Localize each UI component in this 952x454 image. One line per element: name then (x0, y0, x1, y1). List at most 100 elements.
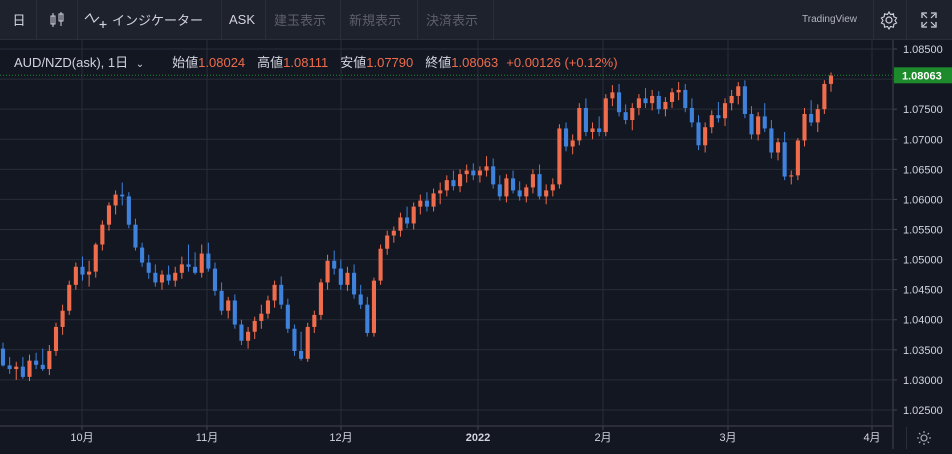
candle-body (802, 113, 807, 141)
candles-layer (0, 72, 834, 382)
candle-body (332, 260, 337, 269)
candle (106, 202, 112, 231)
candle (318, 278, 324, 320)
settlement-button[interactable]: 決済表示 (426, 0, 486, 39)
candle (133, 218, 138, 251)
candle (683, 83, 688, 113)
candle-body (120, 194, 125, 197)
chevron-down-icon: ⌄ (135, 59, 145, 70)
candle (159, 270, 165, 290)
x-tick-label: 2月 (594, 432, 611, 444)
candle (590, 122, 595, 140)
candle-body (510, 178, 516, 191)
candle (570, 134, 575, 155)
candle-body (0, 348, 6, 366)
candle-body (246, 331, 251, 341)
y-tick-label: 1.04500 (903, 285, 943, 297)
candle (504, 174, 509, 203)
candle (186, 244, 191, 272)
gear-icon (880, 10, 898, 30)
candle (458, 169, 463, 193)
candle-body (292, 328, 297, 352)
candle (47, 344, 52, 376)
chart-pane[interactable]: 1.085001.080001.075001.070001.065001.060… (0, 40, 952, 449)
candle-body (438, 190, 443, 194)
candle (0, 342, 6, 367)
candle (405, 206, 410, 229)
y-tick-label: 1.02500 (903, 405, 943, 417)
candle-body (345, 272, 350, 285)
toolbar-divider (265, 0, 266, 39)
candle-body (583, 107, 588, 133)
candle (40, 348, 45, 371)
candle (206, 242, 211, 272)
chart-type-button[interactable] (44, 0, 70, 39)
candle (696, 115, 701, 151)
candle-body (504, 178, 509, 197)
time-axis: 10月 11月 12月 2022 2月 3月 4月 (0, 425, 892, 444)
interval-button[interactable]: 日 (9, 0, 29, 39)
high-value: 1.08111 (283, 55, 329, 70)
candle-body (126, 196, 131, 225)
candle (537, 164, 542, 200)
candle-body (405, 217, 410, 224)
candle-body (179, 264, 184, 273)
close-value: 1.08063 (451, 55, 499, 70)
candle-body (603, 98, 608, 133)
candles-icon (50, 11, 64, 27)
candle (371, 277, 376, 337)
candle (87, 260, 92, 287)
candle (550, 178, 555, 197)
candle (391, 226, 396, 243)
time-settings-button[interactable] (914, 429, 934, 447)
low-value: 1.07790 (366, 55, 414, 70)
candle (219, 282, 224, 315)
brand-label: TradingView (802, 14, 858, 25)
candle-body (782, 142, 787, 177)
candle-body (643, 98, 648, 104)
candle-body (265, 300, 271, 314)
candle (517, 181, 522, 201)
candle (557, 124, 562, 189)
tradingview-link[interactable]: TradingView (802, 0, 866, 39)
candle (126, 192, 131, 229)
candle-body (742, 86, 747, 114)
candle-body (656, 95, 661, 110)
ask-button[interactable]: ASK (229, 0, 259, 39)
candle (636, 94, 641, 116)
new-order-button[interactable]: 新規表示 (349, 0, 409, 39)
open-position-button[interactable]: 建玉表示 (274, 0, 334, 39)
candle (226, 296, 231, 319)
candle (802, 107, 807, 147)
candle-body (822, 83, 827, 110)
candle-body (186, 264, 191, 267)
open-value: 1.08024 (198, 55, 246, 70)
candle (656, 91, 661, 114)
candle-body (577, 107, 582, 141)
candle-body (27, 360, 32, 377)
candle (53, 322, 59, 356)
candle-body (133, 224, 138, 248)
candle-body (140, 247, 145, 263)
candle (312, 310, 317, 333)
price-chart[interactable]: 1.085001.080001.075001.070001.065001.060… (0, 40, 952, 449)
candle (789, 170, 794, 185)
candle-body (371, 280, 376, 333)
candle (272, 280, 277, 308)
symbol-interval-button[interactable]: AUD/NZD(ask), 1日 ⌄ (14, 52, 144, 71)
candle-body (703, 127, 708, 146)
indicators-button[interactable]: インジケーター (84, 0, 214, 39)
candle (736, 82, 741, 105)
candle-body (153, 272, 158, 283)
candle (7, 357, 12, 374)
candle (471, 163, 476, 181)
candle (709, 110, 714, 134)
fullscreen-button[interactable] (918, 0, 940, 39)
candle (597, 116, 602, 137)
candle (193, 252, 198, 275)
candle (669, 88, 675, 108)
settings-button[interactable] (878, 0, 900, 39)
candle-body (597, 128, 602, 133)
candle-body (199, 253, 204, 273)
symbol-legend: AUD/NZD(ask), 1日 ⌄ 始値 1.08024 高値 1.08111 安… (14, 52, 618, 71)
